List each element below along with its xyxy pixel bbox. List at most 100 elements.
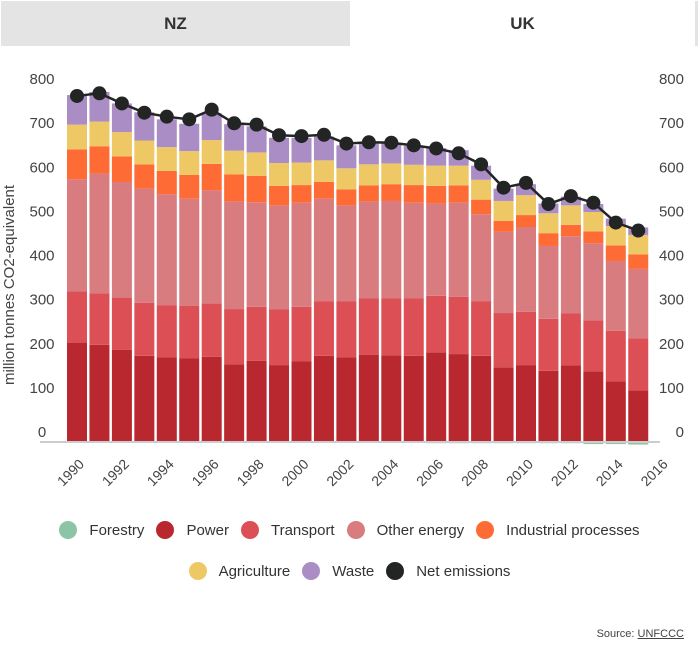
y-axis-title: million tonnes CO2-equivalent xyxy=(1,184,18,385)
bar-segment-waste xyxy=(134,112,155,141)
bar-segment-waste xyxy=(156,119,177,148)
bar-segment-industrial-processes xyxy=(493,220,514,232)
bar-segment-transport xyxy=(471,301,492,356)
bar-segment-transport xyxy=(381,298,402,356)
x-tick-label: 2010 xyxy=(503,456,536,489)
bar-stack-1990 xyxy=(67,95,87,442)
bar-segment-waste xyxy=(89,91,110,122)
bar-segment-other-energy xyxy=(291,202,312,307)
legend-label: Net emissions xyxy=(416,562,511,580)
y-tick-label-right: 500 xyxy=(659,203,684,220)
y-tick-label-left: 500 xyxy=(29,203,54,220)
bar-segment-transport xyxy=(336,301,357,358)
bar-stack-1992 xyxy=(111,103,132,442)
x-tick-label: 2012 xyxy=(548,456,581,489)
legend-item-net-emissions[interactable]: Net emissions xyxy=(386,562,510,580)
legend-item-waste[interactable]: Waste xyxy=(302,562,374,580)
bar-segment-power xyxy=(538,370,559,441)
legend-item-other-energy[interactable]: Other energy xyxy=(346,521,464,539)
bar-segment-transport xyxy=(605,330,626,382)
bar-segment-industrial-processes xyxy=(426,185,447,204)
x-tick-label: 2008 xyxy=(458,456,491,489)
x-tick-label: 2004 xyxy=(368,456,401,489)
bar-segment-transport xyxy=(291,306,312,362)
bar-segment-agriculture xyxy=(134,140,155,165)
legend-item-power[interactable]: Power xyxy=(156,521,229,539)
y-tick-label-left: 600 xyxy=(29,159,54,176)
y-tick-label-right: 800 xyxy=(659,71,684,88)
bar-stack-1997 xyxy=(224,124,245,442)
legend-swatch-icon xyxy=(188,562,207,580)
bar-segment-industrial-processes xyxy=(628,254,649,269)
y-tick-label-left: 400 xyxy=(29,248,54,265)
bar-stack-2000 xyxy=(291,137,312,442)
bar-segment-industrial-processes xyxy=(583,231,604,244)
bar-segment-agriculture xyxy=(516,195,536,216)
bar-stack-1996 xyxy=(201,113,222,442)
tab-edge xyxy=(695,1,698,46)
net-emissions-point-1995 xyxy=(182,112,197,127)
bar-segment-industrial-processes xyxy=(403,185,424,203)
tab-uk[interactable]: UK xyxy=(350,1,695,46)
bar-segment-transport xyxy=(246,306,267,361)
y-tick-label-right: 600 xyxy=(659,159,684,176)
bar-segment-waste xyxy=(291,137,312,163)
y-tick-label-left: 100 xyxy=(29,380,54,397)
bar-stack-2011 xyxy=(538,203,559,444)
x-axis: 1990 1992 1994 1996 1998 2000 2002 2004 2006 2008… xyxy=(54,456,671,489)
legend-swatch-icon xyxy=(346,521,365,539)
bar-segment-agriculture xyxy=(493,200,514,221)
bar-segment-industrial-processes xyxy=(224,174,245,202)
source-link[interactable]: UNFCCC xyxy=(637,628,684,640)
x-tick-label: 1996 xyxy=(188,456,221,489)
bar-segment-agriculture xyxy=(403,164,424,186)
bar-stack-2010 xyxy=(516,184,536,444)
bar-segment-industrial-processes xyxy=(516,215,536,227)
legend-label: Power xyxy=(186,521,229,539)
bar-stack-2007 xyxy=(448,150,469,444)
bar-stack-2015 xyxy=(628,227,649,445)
legend-swatch-icon xyxy=(156,521,175,539)
legend-row-1: Forestry Power Transport Other energy Indust… xyxy=(0,521,699,539)
bar-segment-waste xyxy=(224,124,245,151)
bar-segment-other-energy xyxy=(134,188,155,303)
legend-label: Forestry xyxy=(89,521,145,539)
legend-item-transport[interactable]: Transport xyxy=(240,521,335,539)
bar-segment-transport xyxy=(67,291,87,343)
bar-segment-industrial-processes xyxy=(291,185,312,203)
y-tick-label-left: 300 xyxy=(29,292,54,309)
bar-segment-transport xyxy=(403,298,424,356)
x-tick-label: 2016 xyxy=(637,456,670,489)
legend-item-forestry[interactable]: Forestry xyxy=(59,521,144,539)
net-emissions-point-2011 xyxy=(541,197,556,212)
net-emissions-point-2007 xyxy=(451,146,466,161)
bar-segment-transport xyxy=(201,303,222,357)
bar-segment-other-energy xyxy=(448,202,469,297)
y-tick-label-right: 0 xyxy=(676,424,684,441)
legend-item-industrial-processes[interactable]: Industrial processes xyxy=(476,521,640,539)
x-tick-label: 2014 xyxy=(593,456,626,489)
bar-segment-other-energy xyxy=(583,243,604,321)
bar-segment-industrial-processes xyxy=(179,174,200,199)
bar-segment-power xyxy=(560,365,581,441)
legend-swatch-icon xyxy=(302,562,321,580)
x-tick-label: 1994 xyxy=(144,456,177,489)
bar-segment-agriculture xyxy=(313,160,334,182)
bar-segment-power xyxy=(358,354,379,441)
bar-segment-other-energy xyxy=(538,245,559,319)
bar-segment-agriculture xyxy=(224,150,245,175)
bar-segment-agriculture xyxy=(111,132,132,157)
bar-segment-power xyxy=(403,355,424,441)
bar-segment-transport xyxy=(560,313,581,366)
bar-segment-agriculture xyxy=(605,226,626,246)
y-tick-label-left: 0 xyxy=(38,424,46,441)
bar-segment-power xyxy=(89,344,110,441)
bar-segment-power xyxy=(201,356,222,441)
net-emissions-point-1993 xyxy=(137,105,152,120)
bar-segment-agriculture xyxy=(156,147,177,171)
legend-label: Agriculture xyxy=(218,562,291,580)
bar-segment-transport xyxy=(224,309,245,365)
tab-nz[interactable]: NZ xyxy=(1,1,350,46)
legend-item-agriculture[interactable]: Agriculture xyxy=(188,562,291,580)
legend-label: Waste xyxy=(332,562,375,580)
